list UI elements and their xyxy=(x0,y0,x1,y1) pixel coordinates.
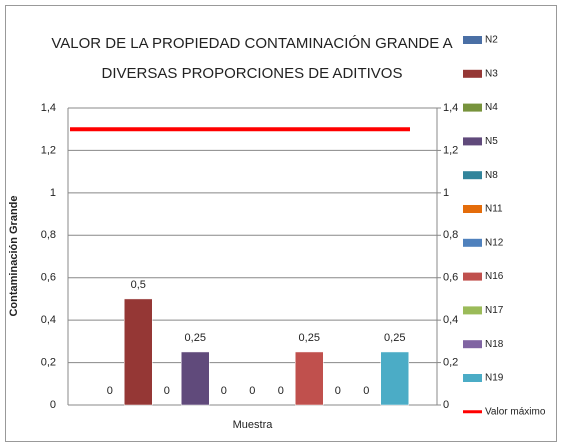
legend-label: N12 xyxy=(485,237,504,248)
legend-swatch xyxy=(463,69,482,78)
data-label: 0,5 xyxy=(131,279,146,291)
legend-swatch xyxy=(463,306,482,315)
legend-label: N3 xyxy=(485,68,498,79)
data-label: 0 xyxy=(278,385,284,397)
legend-label: N16 xyxy=(485,271,504,282)
data-label: 0,25 xyxy=(299,332,320,344)
legend-label: N5 xyxy=(485,136,498,147)
y-tick-label: 1,4 xyxy=(41,102,56,114)
data-label: 0,25 xyxy=(185,332,206,344)
y2-tick-label: 1,2 xyxy=(443,144,458,156)
bar xyxy=(124,298,153,406)
legend-label: Valor máximo xyxy=(485,406,546,417)
y2-tick-label: 1,4 xyxy=(443,102,458,114)
data-label: 0 xyxy=(107,385,113,397)
bar xyxy=(380,351,409,406)
y-tick-label: 0,2 xyxy=(41,356,56,368)
chart-title: DIVERSAS PROPORCIONES DE ADITIVOS xyxy=(102,65,403,82)
data-label: 0 xyxy=(164,385,170,397)
legend-label: N18 xyxy=(485,339,504,350)
legend-swatch xyxy=(463,103,482,112)
y2-tick-label: 1 xyxy=(443,187,449,199)
y-tick-label: 0,4 xyxy=(41,314,56,326)
legend-swatch xyxy=(463,36,482,44)
data-label: 0 xyxy=(249,385,255,397)
y2-tick-label: 0 xyxy=(443,399,449,411)
y2-tick-label: 0,2 xyxy=(443,356,458,368)
bar xyxy=(295,351,324,406)
y2-tick-label: 0,4 xyxy=(443,314,458,326)
y-tick-label: 0,6 xyxy=(41,272,56,284)
bar xyxy=(181,351,210,406)
x-tick-label: Muestra xyxy=(233,419,274,431)
legend-swatch xyxy=(463,137,482,146)
legend-label: N19 xyxy=(485,373,504,384)
chart-title: VALOR DE LA PROPIEDAD CONTAMINACIÓN GRAN… xyxy=(51,35,452,52)
legend-swatch xyxy=(463,272,482,281)
y-axis-label: Contaminación Grande xyxy=(8,195,20,316)
legend-label: N8 xyxy=(485,170,498,181)
legend-label: N17 xyxy=(485,305,504,316)
data-label: 0 xyxy=(363,385,369,397)
legend-swatch xyxy=(463,374,482,382)
y-tick-label: 1 xyxy=(50,187,56,199)
chart-border xyxy=(5,5,557,442)
legend-label: N4 xyxy=(485,102,498,113)
legend-swatch xyxy=(463,340,482,349)
legend-label: N11 xyxy=(485,204,503,215)
y-tick-label: 1,2 xyxy=(41,144,56,156)
legend-swatch xyxy=(463,171,482,180)
data-label: 0 xyxy=(221,385,227,397)
data-label: 0,25 xyxy=(384,332,405,344)
data-label: 0 xyxy=(335,385,341,397)
y2-tick-label: 0,6 xyxy=(443,272,458,284)
y2-tick-label: 0,8 xyxy=(443,229,458,241)
y-tick-label: 0 xyxy=(50,399,56,411)
legend-swatch xyxy=(463,205,482,213)
y-tick-label: 0,8 xyxy=(41,229,56,241)
legend-label: N2 xyxy=(485,35,498,46)
legend-swatch xyxy=(463,238,482,247)
